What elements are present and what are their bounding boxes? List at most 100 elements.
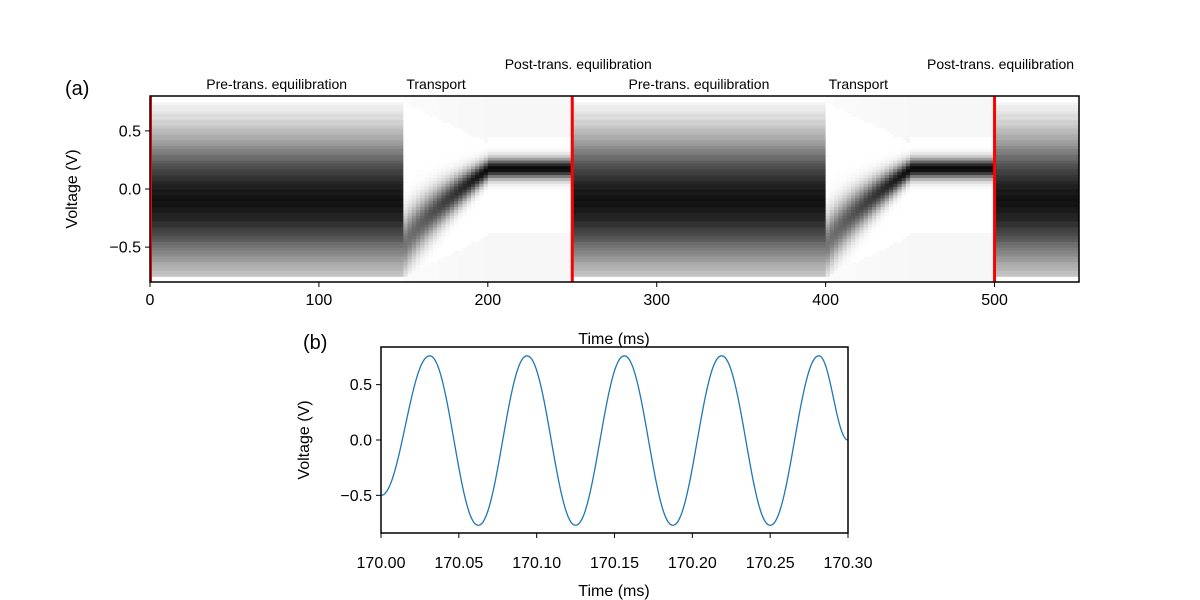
heatmap-cell bbox=[867, 270, 873, 274]
heatmap-cell bbox=[407, 258, 413, 263]
heatmap-cell bbox=[829, 267, 835, 271]
heatmap-cell bbox=[872, 174, 877, 178]
heatmap-cell bbox=[424, 96, 430, 100]
heatmap-cell bbox=[838, 203, 844, 208]
heatmap-cell bbox=[441, 122, 447, 126]
heatmap-cell bbox=[897, 110, 903, 115]
heatmap-cell bbox=[901, 154, 907, 158]
heatmap-cell bbox=[403, 159, 409, 164]
heatmap-cell bbox=[420, 130, 426, 135]
x-tick-label: 500 bbox=[981, 292, 1008, 309]
heatmap-cell bbox=[445, 168, 451, 173]
heatmap-cell bbox=[487, 168, 573, 173]
heatmap-cell bbox=[850, 168, 856, 173]
heatmap-cell bbox=[901, 197, 907, 202]
heatmap-cell bbox=[888, 113, 894, 117]
heatmap-cell bbox=[454, 159, 459, 164]
heatmap-cell bbox=[458, 119, 464, 123]
heatmap-cell bbox=[466, 116, 472, 120]
heatmap-cell bbox=[466, 238, 472, 242]
heatmap-cell bbox=[462, 107, 468, 112]
heatmap-cell bbox=[842, 273, 848, 277]
heatmap-cell bbox=[855, 273, 861, 277]
heatmap-cell bbox=[872, 212, 877, 216]
heatmap-cell bbox=[470, 252, 476, 257]
heatmap-cell bbox=[859, 183, 865, 187]
heatmap-cell bbox=[880, 104, 886, 109]
heatmap-cell bbox=[829, 220, 835, 225]
heatmap-cell bbox=[838, 229, 844, 234]
heatmap-cell bbox=[994, 136, 1079, 141]
heatmap-cell bbox=[880, 186, 886, 190]
heatmap-cell bbox=[859, 165, 865, 170]
heatmap-cell bbox=[825, 101, 831, 106]
heatmap-cell bbox=[884, 177, 890, 181]
heatmap-cell bbox=[888, 226, 894, 231]
heatmap-cell bbox=[445, 154, 451, 158]
heatmap-cell bbox=[834, 119, 839, 123]
heatmap-cell bbox=[867, 232, 873, 237]
heatmap-cell bbox=[428, 165, 434, 170]
heatmap-cell bbox=[449, 191, 455, 196]
heatmap-cell bbox=[872, 209, 877, 213]
heatmap-cell bbox=[888, 218, 894, 222]
heatmap-cell bbox=[842, 276, 848, 280]
heatmap-cell bbox=[825, 209, 831, 213]
heatmap-cell bbox=[403, 154, 409, 158]
heatmap-cell bbox=[411, 127, 417, 132]
heatmap-cell bbox=[872, 247, 877, 251]
heatmap-cell bbox=[420, 215, 426, 219]
heatmap-cell bbox=[445, 244, 451, 248]
heatmap-cell bbox=[572, 168, 827, 173]
heatmap-cell bbox=[454, 261, 459, 266]
heatmap-cell bbox=[825, 238, 831, 242]
heatmap-cell bbox=[846, 154, 852, 158]
heatmap-cell bbox=[905, 247, 911, 251]
heatmap-cell bbox=[458, 104, 464, 109]
heatmap-cell bbox=[441, 180, 447, 184]
heatmap-cell bbox=[475, 264, 480, 269]
heatmap-cell bbox=[910, 171, 996, 176]
heatmap-cell bbox=[462, 171, 468, 176]
heatmap-cell bbox=[428, 273, 434, 277]
heatmap-cell bbox=[441, 226, 447, 231]
heatmap-cell bbox=[407, 194, 413, 199]
heatmap-cell bbox=[893, 157, 899, 161]
heatmap-cell bbox=[432, 255, 438, 260]
heatmap-cell bbox=[420, 270, 426, 274]
heatmap-cell bbox=[411, 133, 417, 138]
heatmap-cell bbox=[834, 148, 839, 152]
heatmap-cell bbox=[445, 142, 451, 147]
heatmap-cell bbox=[462, 229, 468, 234]
heatmap-cell bbox=[842, 200, 848, 205]
heatmap-cell bbox=[910, 139, 996, 144]
heatmap-cell bbox=[863, 104, 869, 109]
heatmap-cell bbox=[867, 218, 873, 222]
heatmap-cell bbox=[454, 119, 459, 123]
heatmap-cell bbox=[445, 133, 451, 138]
heatmap-cell bbox=[572, 122, 827, 126]
heatmap-cell bbox=[462, 191, 468, 196]
heatmap-cell bbox=[850, 142, 856, 147]
heatmap-cell bbox=[825, 130, 831, 135]
heatmap-cell bbox=[424, 215, 430, 219]
heatmap-cell bbox=[458, 122, 464, 126]
heatmap-cell bbox=[897, 267, 903, 271]
heatmap-cell bbox=[445, 273, 451, 277]
heatmap-cell bbox=[880, 180, 886, 184]
heatmap-cell bbox=[449, 206, 455, 210]
heatmap-cell bbox=[872, 206, 877, 210]
heatmap-cell bbox=[424, 110, 430, 115]
heatmap-cell bbox=[901, 98, 907, 103]
heatmap-cell bbox=[838, 101, 844, 106]
heatmap-cell bbox=[884, 252, 890, 257]
heatmap-cell bbox=[850, 232, 856, 237]
heatmap-cell bbox=[470, 101, 476, 106]
heatmap-cell bbox=[905, 177, 911, 181]
heatmap-cell bbox=[150, 177, 404, 181]
heatmap-cell bbox=[437, 244, 442, 248]
heatmap-cell bbox=[888, 215, 894, 219]
heatmap-cell bbox=[407, 116, 413, 120]
heatmap-cell bbox=[876, 194, 882, 199]
heatmap-cell bbox=[462, 162, 468, 167]
